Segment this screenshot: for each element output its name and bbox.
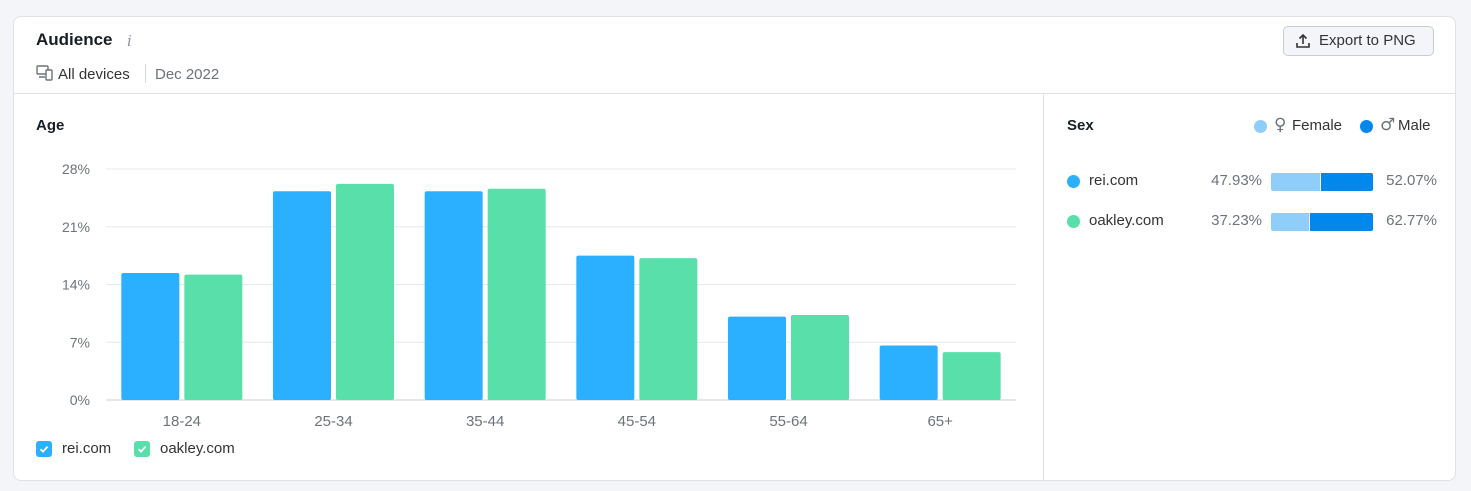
male-segment <box>1309 213 1373 231</box>
bar-oakley-com-25-34[interactable] <box>336 183 394 400</box>
male-percent: 62.77% <box>1386 212 1437 229</box>
legend-male-label: Male <box>1398 117 1431 134</box>
x-tick-label: 35-44 <box>466 413 504 430</box>
card-header: Audience i All devices Dec 2022 Export t… <box>14 17 1455 94</box>
x-tick-label: 45-54 <box>618 413 656 430</box>
bar-oakley-com-18-24[interactable] <box>184 274 243 400</box>
date-label: Dec 2022 <box>155 66 220 83</box>
bar-rei-com-65+[interactable] <box>879 345 938 400</box>
female-segment <box>1271 173 1320 191</box>
domain-dot <box>1067 215 1080 228</box>
bar-rei-com-35-44[interactable] <box>424 191 483 400</box>
domain-label: rei.com <box>1089 172 1139 189</box>
bar-rei-com-18-24[interactable] <box>121 272 180 400</box>
domain-label: oakley.com <box>1089 212 1164 229</box>
panel-divider <box>1043 93 1044 480</box>
bar-oakley-com-45-54[interactable] <box>639 258 698 400</box>
bar-oakley-com-35-44[interactable] <box>487 188 546 400</box>
checkbox-icon <box>36 441 52 457</box>
card-title: Audience <box>36 30 113 49</box>
sex-row-oakley: oakley.com 37.23% 62.77% <box>1067 212 1437 232</box>
checkbox-icon <box>134 441 150 457</box>
y-tick-label: 7% <box>70 334 90 350</box>
info-icon[interactable]: i <box>127 32 132 50</box>
sex-title: Sex <box>1067 117 1094 134</box>
female-percent: 47.93% <box>1211 172 1262 189</box>
male-percent: 52.07% <box>1386 172 1437 189</box>
female-dot <box>1254 120 1267 133</box>
male-icon: ♂ <box>1380 115 1396 135</box>
devices-icon <box>36 65 53 81</box>
x-tick-label: 55-64 <box>769 413 807 430</box>
export-png-button[interactable]: Export to PNG <box>1283 26 1434 56</box>
sex-row-rei: rei.com 47.93% 52.07% <box>1067 172 1437 192</box>
y-tick-label: 0% <box>70 392 90 408</box>
bar-rei-com-25-34[interactable] <box>273 191 331 400</box>
male-dot <box>1360 120 1373 133</box>
male-segment <box>1320 173 1373 191</box>
export-button-label: Export to PNG <box>1319 32 1416 49</box>
audience-card: Audience i All devices Dec 2022 Export t… <box>13 16 1456 481</box>
devices-filter[interactable]: All devices <box>58 66 130 83</box>
y-tick-label: 21% <box>62 219 90 235</box>
legend-label: oakley.com <box>160 440 235 457</box>
header-separator <box>145 64 146 83</box>
legend-female-label: Female <box>1292 117 1343 134</box>
legend-label: rei.com <box>62 440 112 457</box>
female-segment <box>1271 213 1309 231</box>
bar-oakley-com-65+[interactable] <box>942 352 1001 400</box>
age-bar-chart: 0% 7% 14% 21% 28% 18-24 25-34 35-44 45-54 55-64 65… <box>62 161 1016 430</box>
x-tick-label: 25-34 <box>314 413 352 430</box>
bar-rei-com-55-64[interactable] <box>728 316 786 400</box>
x-tick-label: 18-24 <box>163 413 201 430</box>
y-tick-label: 14% <box>62 277 90 293</box>
bar-oakley-com-55-64[interactable] <box>791 315 849 400</box>
y-tick-label: 28% <box>62 161 90 177</box>
female-percent: 37.23% <box>1211 212 1262 229</box>
female-icon: ♀ <box>1274 115 1287 135</box>
sex-split-bar <box>1271 213 1373 231</box>
domain-dot <box>1067 175 1080 188</box>
age-title: Age <box>36 117 65 134</box>
sex-split-bar <box>1271 173 1373 191</box>
upload-icon <box>1296 33 1310 48</box>
x-tick-label: 65+ <box>927 413 953 430</box>
bar-rei-com-45-54[interactable] <box>576 255 635 400</box>
